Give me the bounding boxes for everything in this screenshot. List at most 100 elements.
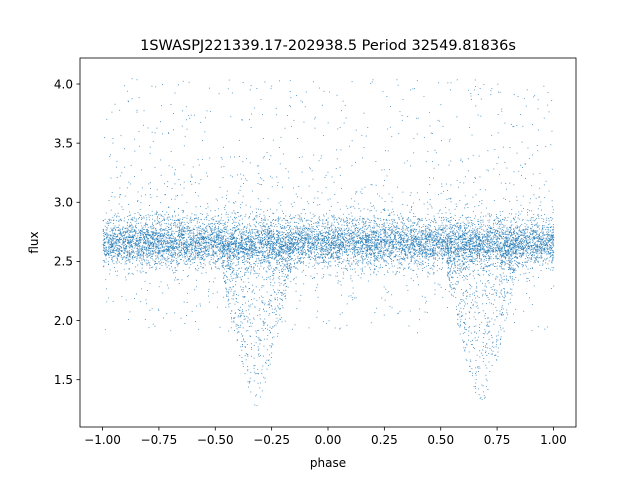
data-point xyxy=(325,253,327,255)
data-point xyxy=(532,223,534,225)
data-point xyxy=(195,243,196,245)
data-point xyxy=(445,225,447,227)
data-point xyxy=(334,248,336,250)
data-point xyxy=(304,240,306,242)
data-point xyxy=(122,209,124,210)
data-point xyxy=(427,234,429,236)
data-point xyxy=(354,251,356,253)
data-point xyxy=(145,248,147,250)
data-point xyxy=(193,231,194,233)
data-point xyxy=(112,240,114,242)
data-point xyxy=(513,249,515,251)
data-point xyxy=(286,236,288,238)
data-point xyxy=(164,223,166,225)
data-point xyxy=(548,240,549,242)
data-point xyxy=(293,279,294,281)
data-point xyxy=(433,234,435,236)
data-point xyxy=(382,257,384,259)
data-point xyxy=(445,241,447,243)
data-point xyxy=(147,254,148,255)
data-point xyxy=(380,252,382,254)
data-point xyxy=(425,226,426,227)
data-point xyxy=(505,241,507,242)
data-point xyxy=(516,237,518,239)
data-point xyxy=(523,233,525,235)
data-point xyxy=(249,230,251,232)
data-point xyxy=(443,250,445,251)
data-point xyxy=(311,220,312,222)
data-point xyxy=(272,234,274,235)
data-point xyxy=(380,249,381,251)
data-point xyxy=(541,239,543,241)
data-point xyxy=(365,240,367,242)
data-point xyxy=(518,238,520,240)
data-point xyxy=(336,230,338,232)
data-point xyxy=(168,219,170,221)
data-point xyxy=(260,239,262,241)
data-point xyxy=(533,247,535,249)
data-point xyxy=(340,242,342,244)
data-point xyxy=(175,226,177,228)
data-point xyxy=(197,255,199,257)
data-point xyxy=(539,236,541,238)
data-point xyxy=(525,227,527,229)
data-point xyxy=(510,240,512,242)
data-point xyxy=(249,240,251,242)
data-point xyxy=(146,249,148,251)
data-point xyxy=(148,232,149,234)
data-point xyxy=(299,231,301,233)
data-point xyxy=(424,261,426,263)
data-point xyxy=(479,232,481,233)
data-point xyxy=(176,231,178,232)
data-point xyxy=(420,241,422,243)
data-point xyxy=(392,221,394,222)
data-point xyxy=(303,252,305,253)
data-point xyxy=(312,244,314,246)
data-point xyxy=(535,258,536,260)
data-point xyxy=(263,224,265,226)
data-point xyxy=(521,253,523,255)
data-point xyxy=(192,242,194,243)
data-point xyxy=(534,230,535,232)
data-point xyxy=(123,247,125,249)
data-point xyxy=(519,263,521,265)
data-point xyxy=(381,239,383,241)
data-point xyxy=(253,238,254,240)
data-point xyxy=(401,231,403,233)
data-point xyxy=(336,256,337,258)
data-point xyxy=(487,252,489,254)
data-point xyxy=(464,243,466,245)
data-point xyxy=(163,250,165,252)
data-point xyxy=(313,246,315,248)
data-point xyxy=(536,225,538,227)
data-point xyxy=(410,231,412,232)
data-point xyxy=(288,222,290,224)
data-point xyxy=(407,227,409,229)
data-point xyxy=(473,250,474,251)
data-point xyxy=(247,240,249,242)
data-point xyxy=(479,251,481,252)
data-point xyxy=(344,239,346,241)
data-point xyxy=(262,223,264,225)
data-point xyxy=(506,237,508,239)
data-point xyxy=(395,226,396,228)
data-point xyxy=(177,248,179,250)
data-point xyxy=(404,244,405,246)
data-point xyxy=(192,245,193,246)
data-point xyxy=(119,254,121,256)
data-point xyxy=(123,232,124,234)
data-point xyxy=(357,246,359,248)
data-point xyxy=(135,224,137,226)
data-point xyxy=(283,218,285,220)
data-point xyxy=(349,218,351,220)
data-point xyxy=(166,234,168,236)
data-point xyxy=(541,229,543,231)
data-point xyxy=(451,227,453,229)
data-point xyxy=(125,244,126,246)
data-point xyxy=(117,234,118,236)
data-point xyxy=(538,224,540,226)
data-point xyxy=(106,229,108,231)
data-point xyxy=(547,231,549,233)
data-point xyxy=(348,263,350,265)
data-point xyxy=(212,245,213,247)
